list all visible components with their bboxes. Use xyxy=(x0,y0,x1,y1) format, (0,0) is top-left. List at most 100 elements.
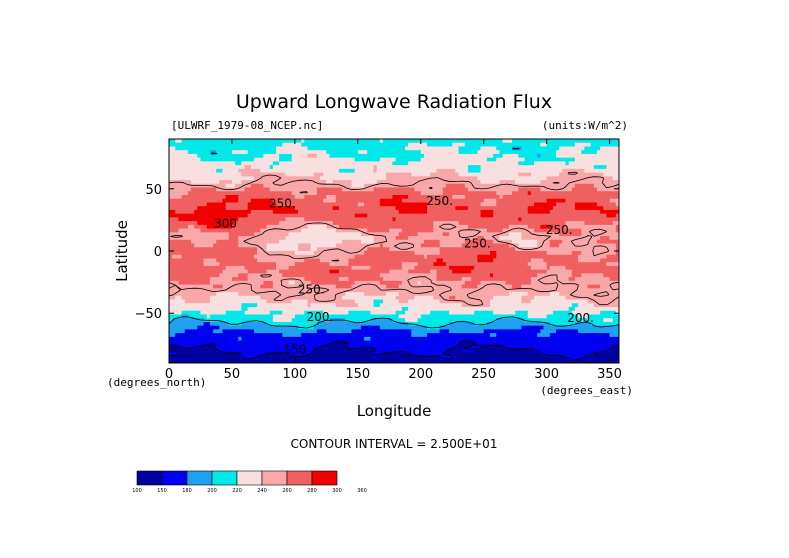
field-cell xyxy=(615,180,619,185)
field-cell xyxy=(461,232,466,237)
field-cell xyxy=(332,153,337,159)
field-cell xyxy=(370,198,374,203)
field-cell xyxy=(477,247,481,252)
field-cell xyxy=(320,187,324,192)
field-cell xyxy=(596,195,601,200)
field-cell xyxy=(269,221,274,226)
field-cell xyxy=(392,157,396,162)
field-cell xyxy=(433,153,437,159)
field-cell xyxy=(606,195,610,200)
field-cell xyxy=(474,247,478,252)
field-cell xyxy=(527,142,532,147)
field-cell xyxy=(502,221,507,226)
field-cell xyxy=(231,254,236,259)
field-cell xyxy=(357,206,362,211)
field-cell xyxy=(172,243,176,248)
field-cell xyxy=(238,209,242,215)
field-cell xyxy=(231,165,236,170)
field-cell xyxy=(452,224,456,229)
field-cell xyxy=(530,265,535,271)
field-cell xyxy=(423,139,428,144)
field-cell xyxy=(228,247,233,252)
field-cell xyxy=(556,254,560,259)
field-cell xyxy=(345,265,349,271)
field-cell xyxy=(169,239,173,244)
field-cell xyxy=(169,195,173,200)
field-cell xyxy=(357,224,362,229)
field-cell xyxy=(609,224,614,229)
field-cell xyxy=(534,258,538,263)
field-cell xyxy=(206,239,211,244)
field-cell xyxy=(442,165,447,170)
field-cell xyxy=(282,224,286,229)
field-cell xyxy=(250,206,255,211)
field-cell xyxy=(568,239,573,244)
field-cell xyxy=(367,202,371,207)
field-cell xyxy=(357,161,362,166)
field-cell xyxy=(565,146,570,151)
field-cell xyxy=(392,224,396,229)
field-cell xyxy=(606,153,610,159)
field-cell xyxy=(515,161,519,166)
field-cell xyxy=(332,165,337,170)
field-cell xyxy=(304,195,308,200)
field-cell xyxy=(373,209,378,215)
field-cell xyxy=(486,232,491,237)
field-cell xyxy=(467,217,472,222)
field-cell xyxy=(291,165,296,170)
field-cell xyxy=(216,187,220,192)
field-cell xyxy=(477,157,481,162)
field-cell xyxy=(496,221,500,226)
field-cell xyxy=(449,265,453,271)
field-cell xyxy=(326,165,330,170)
field-cell xyxy=(367,161,371,166)
field-cell xyxy=(574,254,579,259)
field-cell xyxy=(471,139,475,144)
field-cell xyxy=(329,228,334,233)
field-cell xyxy=(338,202,343,207)
field-cell xyxy=(326,180,330,185)
field-cell xyxy=(455,243,459,248)
field-cell xyxy=(235,153,239,159)
field-cell xyxy=(310,165,315,170)
field-cell xyxy=(512,236,516,241)
field-cell xyxy=(364,221,368,226)
field-cell xyxy=(420,239,425,244)
field-cell xyxy=(445,232,450,237)
field-cell xyxy=(235,161,239,166)
field-cell xyxy=(587,172,592,177)
field-cell xyxy=(467,172,472,177)
field-cell xyxy=(411,183,415,188)
field-cell xyxy=(213,202,217,207)
field-cell xyxy=(272,191,277,196)
field-cell xyxy=(521,168,525,173)
field-cell xyxy=(467,191,472,196)
field-cell xyxy=(298,187,302,192)
field-cell xyxy=(329,221,334,226)
field-cell xyxy=(219,139,223,144)
field-cell xyxy=(219,217,223,222)
field-cell xyxy=(543,176,548,181)
field-cell xyxy=(169,243,173,248)
field-cell xyxy=(345,224,349,229)
field-cell xyxy=(408,224,412,229)
field-cell xyxy=(427,168,431,173)
field-cell xyxy=(455,221,459,226)
field-cell xyxy=(414,228,418,233)
field-cell xyxy=(310,232,315,237)
field-cell xyxy=(615,172,619,177)
field-cell xyxy=(445,254,450,259)
field-cell xyxy=(357,165,362,170)
field-cell xyxy=(395,191,400,196)
field-cell xyxy=(310,195,315,200)
field-cell xyxy=(512,228,516,233)
field-cell xyxy=(244,206,249,211)
field-cell xyxy=(184,142,189,147)
field-cell xyxy=(329,258,334,263)
field-cell xyxy=(282,209,286,215)
field-cell xyxy=(496,209,500,215)
field-cell xyxy=(518,258,522,263)
field-cell xyxy=(455,236,459,241)
field-cell xyxy=(175,165,179,170)
field-cell xyxy=(600,165,604,170)
